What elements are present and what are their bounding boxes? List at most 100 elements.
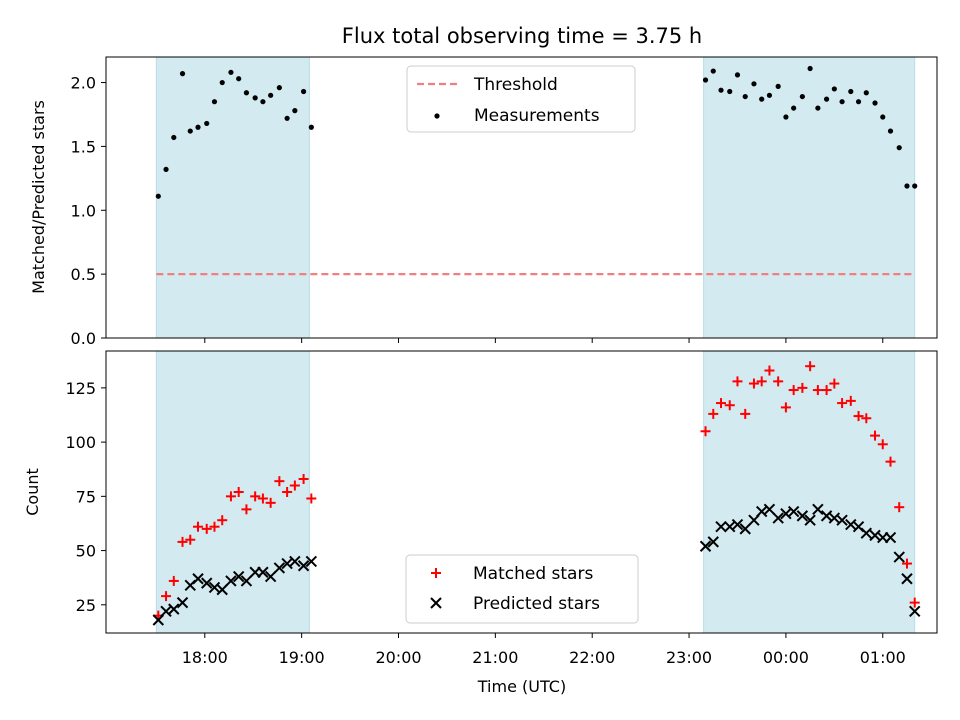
predicted-star-point-8 xyxy=(216,583,228,596)
bottom-matched-points xyxy=(153,361,920,621)
measurement-point-42 xyxy=(880,114,886,120)
matched-star-point-33 xyxy=(805,361,816,372)
measurement-point-16 xyxy=(284,115,290,121)
bottom-y-ticks: 25 50 75 100 125 xyxy=(65,379,106,615)
predicted-star-point-18 xyxy=(297,560,310,572)
measurement-point-40 xyxy=(863,90,869,96)
matched-star-point-12 xyxy=(250,491,261,502)
bottom-ytick-label-4: 125 xyxy=(65,379,96,398)
measurement-point-3 xyxy=(179,71,186,77)
matched-star-point-15 xyxy=(274,476,285,487)
predicted-star-point-5 xyxy=(192,573,204,585)
predicted-star-point-40 xyxy=(860,527,873,539)
measurement-point-0 xyxy=(155,193,161,199)
matched-star-point-5 xyxy=(193,521,204,532)
bottom-x-ticks: 18:00 19:00 20:00 21:00 22:00 23:00 00:00 01:00 xyxy=(182,633,906,667)
measurement-point-29 xyxy=(775,83,781,89)
predicted-star-point-32 xyxy=(796,510,809,522)
predicted-star-point-45 xyxy=(901,573,913,585)
predicted-star-point-31 xyxy=(787,505,800,518)
measurement-point-34 xyxy=(815,105,821,111)
measurement-point-20 xyxy=(702,77,709,83)
top-y-ticks: 0.0 0.5 1.0 1.5 2.0 xyxy=(71,74,106,348)
top-legend-box xyxy=(406,65,636,133)
measurement-point-6 xyxy=(204,120,210,127)
matched-star-point-43 xyxy=(885,456,896,467)
measurement-point-11 xyxy=(243,90,250,96)
top-plot-frame xyxy=(105,56,938,339)
measurement-point-38 xyxy=(848,88,854,95)
bottom-xtick-label-5: 23:00 xyxy=(666,648,712,667)
measurement-point-43 xyxy=(887,128,894,134)
bottom-predicted-points xyxy=(152,503,921,626)
predicted-star-point-22 xyxy=(715,521,727,533)
matched-star-point-10 xyxy=(233,487,244,497)
predicted-star-point-6 xyxy=(201,577,213,589)
predicted-star-point-43 xyxy=(884,531,897,544)
matched-star-point-36 xyxy=(829,378,840,389)
measurement-point-37 xyxy=(839,99,845,105)
matched-star-point-23 xyxy=(724,400,735,411)
matched-star-point-22 xyxy=(716,398,727,409)
matched-star-point-40 xyxy=(861,413,872,424)
top-ytick-label-0: 0.0 xyxy=(71,329,96,348)
predicted-star-point-44 xyxy=(893,551,905,563)
matched-star-point-46 xyxy=(909,597,920,608)
predicted-star-point-33 xyxy=(804,514,816,526)
matched-star-point-7 xyxy=(209,521,220,532)
measurement-point-45 xyxy=(904,183,910,189)
measurement-point-4 xyxy=(187,128,193,134)
measurement-point-14 xyxy=(268,92,274,98)
matched-star-point-8 xyxy=(217,515,228,526)
matched-star-point-38 xyxy=(845,395,856,406)
measurement-point-13 xyxy=(260,99,266,105)
measurement-point-31 xyxy=(791,105,797,111)
measurement-point-22 xyxy=(718,87,724,93)
predicted-star-point-14 xyxy=(264,570,277,583)
top-y-axis-label: Matched/Predicted stars xyxy=(29,100,48,294)
bottom-xtick-label-0: 18:00 xyxy=(182,648,228,667)
predicted-star-point-34 xyxy=(812,503,824,516)
matched-star-point-9 xyxy=(225,491,236,502)
measurement-point-23 xyxy=(727,88,733,95)
top-observing-window-0 xyxy=(155,56,310,339)
measurement-point-33 xyxy=(807,65,813,72)
predicted-star-point-20 xyxy=(699,540,712,552)
matched-star-point-45 xyxy=(901,558,912,569)
bottom-xtick-label-1: 19:00 xyxy=(279,648,325,667)
measurement-point-10 xyxy=(236,76,242,82)
measurement-point-32 xyxy=(799,93,805,100)
measurement-point-15 xyxy=(276,85,282,91)
matched-star-point-1 xyxy=(161,591,172,602)
measurement-point-12 xyxy=(252,95,258,101)
matched-star-point-42 xyxy=(877,439,888,450)
matched-star-point-30 xyxy=(780,402,791,413)
bottom-ytick-label-0: 25 xyxy=(76,596,96,615)
matched-star-point-41 xyxy=(870,430,881,441)
matched-star-point-3 xyxy=(177,536,188,547)
measurement-point-19 xyxy=(308,124,314,130)
matched-star-point-35 xyxy=(821,385,832,396)
bottom-legend-predicted-label: Predicted stars xyxy=(473,594,600,614)
measurement-point-7 xyxy=(211,99,218,105)
matched-star-point-2 xyxy=(168,575,179,586)
top-panel: 0.00.51.01.52.0 Matched/Predicted stars … xyxy=(29,56,938,348)
matched-star-point-20 xyxy=(700,426,711,437)
matched-star-point-39 xyxy=(853,411,864,422)
predicted-star-point-24 xyxy=(731,518,744,531)
matched-star-point-14 xyxy=(265,497,276,508)
measurement-point-36 xyxy=(831,86,837,92)
predicted-star-point-25 xyxy=(739,523,751,535)
measurement-point-8 xyxy=(219,79,225,86)
bottom-panel: 18:00 19:00 20:00 21:00 22:00 23:00 00:00 01:00… xyxy=(23,350,938,696)
bottom-x-axis-label: Time (UTC) xyxy=(477,677,566,696)
predicted-star-point-28 xyxy=(763,503,776,516)
predicted-star-point-29 xyxy=(772,512,784,524)
predicted-star-point-46 xyxy=(909,605,921,618)
matched-star-point-27 xyxy=(756,376,767,387)
measurement-point-5 xyxy=(195,124,201,130)
bottom-legend-box xyxy=(405,554,639,624)
bottom-legend-matched-swatch xyxy=(431,568,441,578)
measurement-point-35 xyxy=(823,96,830,102)
matched-star-point-24 xyxy=(732,376,743,387)
